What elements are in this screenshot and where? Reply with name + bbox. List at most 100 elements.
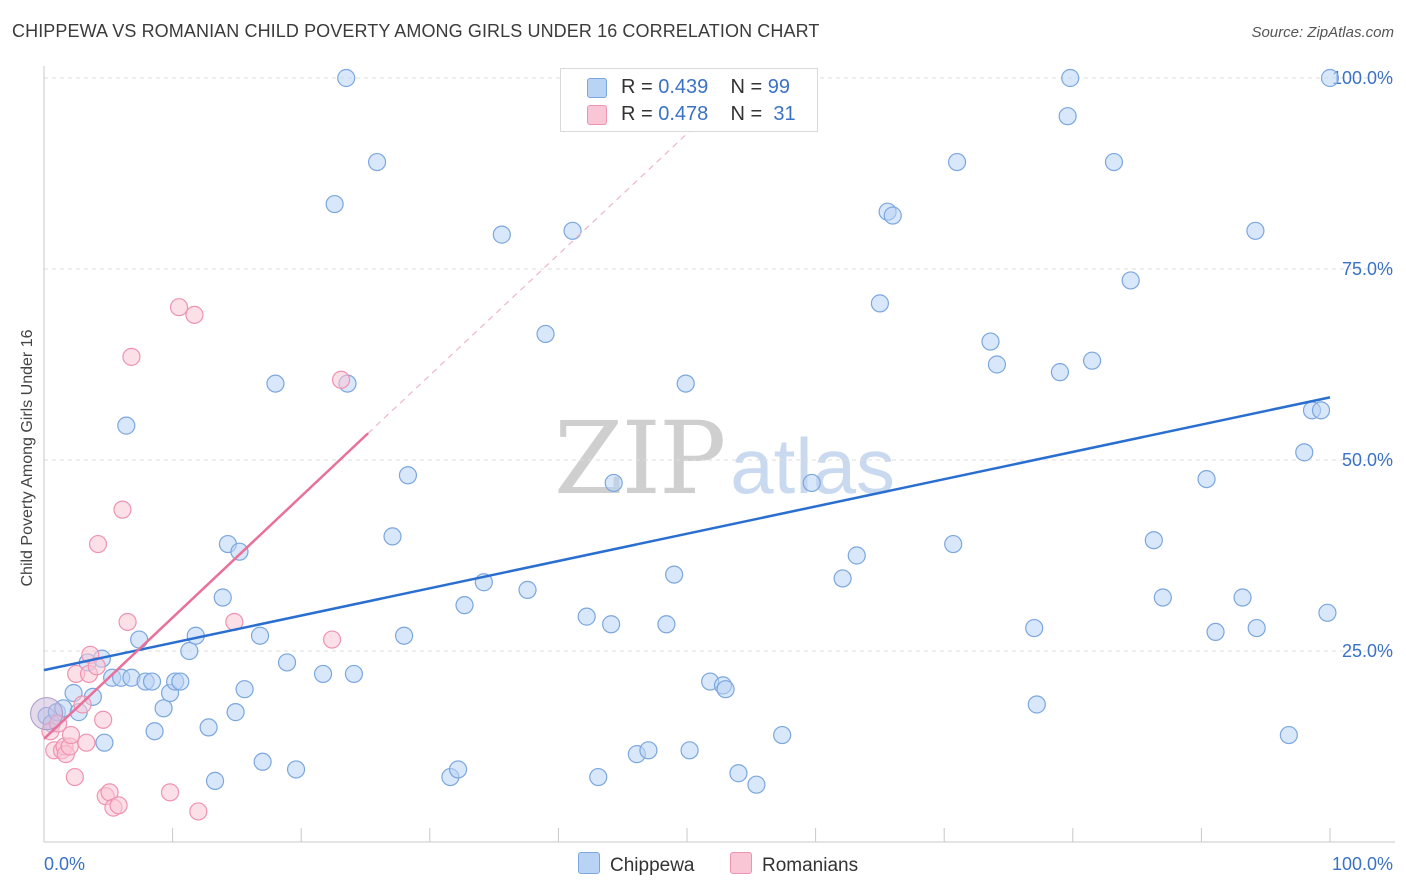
romanians-trend-extension	[367, 127, 694, 434]
chippewa-point-70	[833, 569, 852, 588]
chippewa-point-47	[455, 596, 474, 615]
legend-swatch-romanians	[587, 105, 607, 125]
bottom-legend-chippewa: Chippewa	[578, 852, 695, 877]
chippewa-point-25	[205, 771, 225, 790]
y-tick-label-25: 25.0%	[1342, 641, 1393, 661]
romanians-point-23	[122, 347, 141, 366]
romanians-point-29	[322, 630, 342, 649]
chippewa-point-85	[1104, 152, 1124, 172]
chippewa-point-46	[448, 760, 468, 779]
romanians-point-7	[61, 725, 81, 745]
chippewa-point-55	[602, 615, 621, 634]
chippewa-point-38	[337, 68, 356, 88]
chippewa-point-31	[250, 626, 270, 645]
chippewa-point-59	[657, 615, 676, 634]
chippewa-point-42	[383, 527, 402, 546]
chippewa-point-74	[883, 206, 902, 225]
chippewa-point-92	[1246, 221, 1265, 240]
legend-n-label: N =	[730, 76, 768, 98]
y-axis-label: Child Poverty Among Girls Under 16	[19, 329, 36, 587]
chippewa-point-78	[987, 355, 1007, 374]
chippewa-point-89	[1197, 470, 1216, 489]
chippewa-point-91	[1233, 588, 1252, 607]
legend-r-value: 0.439	[658, 76, 709, 98]
chippewa-point-51	[536, 324, 555, 344]
chippewa-point-17	[145, 722, 164, 741]
chippewa-point-32	[253, 752, 272, 771]
chippewa-point-79	[1025, 618, 1044, 638]
chippewa-point-41	[367, 152, 387, 172]
chippewa-point-26	[213, 588, 232, 607]
chippewa-point-53	[577, 607, 596, 626]
chippewa-point-83	[1061, 68, 1080, 88]
chippewa-point-14	[130, 630, 149, 649]
chippewa-trend-line	[43, 396, 1331, 672]
correlation-legend: R = 0.439 N = 99 R = 0.478 N = 31	[560, 68, 818, 132]
chippewa-point-72	[870, 294, 890, 313]
chippewa-point-87	[1144, 531, 1163, 550]
chippewa-point-65	[716, 680, 735, 699]
legend-n-label: N =	[730, 103, 768, 125]
bottom-legend-label-chippewa: Chippewa	[610, 855, 695, 876]
bottom-legend-swatch-chippewa	[578, 852, 600, 874]
chippewa-point-66	[729, 764, 748, 783]
chippewa-point-43	[394, 626, 414, 645]
chippewa-point-21	[171, 672, 190, 691]
bottom-legend-swatch-romanians	[730, 852, 752, 874]
chippewa-point-18	[154, 699, 173, 718]
romanians-point-16	[94, 710, 113, 729]
romanians-point-11	[77, 733, 96, 752]
y-tick-label-100: 100.0%	[1332, 68, 1393, 88]
chippewa-point-62	[680, 741, 699, 760]
chippewa-point-33	[266, 374, 285, 393]
chippewa-point-99	[1320, 68, 1340, 88]
chippewa-point-76	[947, 152, 967, 172]
chippewa-point-82	[1058, 107, 1077, 126]
chippewa-point-80	[1027, 695, 1046, 714]
chippewa-point-93	[1247, 618, 1266, 638]
chippewa-point-44	[398, 466, 418, 485]
chippewa-point-75	[944, 534, 963, 554]
chippewa-point-56	[604, 473, 623, 493]
chippewa-point-40	[344, 664, 364, 684]
chippewa-point-24	[199, 718, 218, 737]
bottom-legend-romanians: Romanians	[730, 852, 858, 877]
x-tick-label-max: 100.0%	[1332, 854, 1393, 874]
legend-r-value: 0.478	[658, 103, 709, 125]
chippewa-point-69	[802, 473, 821, 493]
chippewa-point-30	[235, 680, 254, 699]
romanians-point-25	[169, 298, 189, 317]
chippewa-point-22	[180, 641, 199, 661]
chippewa-point-49	[492, 225, 511, 244]
chippewa-point-95	[1295, 443, 1314, 462]
watermark-zip: ZIP	[554, 400, 726, 517]
chippewa-point-12	[117, 416, 136, 435]
chippewa-point-37	[325, 194, 344, 214]
legend-n-value: 99	[767, 76, 791, 98]
bottom-legend-label-romanians: Romanians	[762, 855, 859, 876]
y-tick-label-50: 50.0%	[1342, 450, 1393, 470]
legend-swatch-chippewa	[587, 78, 607, 98]
chippewa-point-58	[639, 741, 658, 760]
chippewa-point-68	[773, 725, 792, 745]
x-tick-label-min: 0.0%	[44, 854, 85, 874]
chippewa-point-90	[1206, 622, 1225, 642]
legend-r-label: R =	[621, 76, 659, 98]
chippewa-point-52	[563, 221, 582, 240]
chippewa-point-97	[1311, 401, 1331, 420]
chippewa-point-28	[226, 703, 245, 722]
chippewa-point-60	[665, 565, 684, 584]
romanians-point-20	[109, 796, 128, 815]
chippewa-point-71	[847, 546, 866, 565]
romanians-point-21	[113, 500, 132, 519]
chippewa-point-88	[1153, 588, 1172, 607]
romanians-point-30	[331, 370, 351, 389]
romanians-point-22	[118, 612, 137, 632]
chippewa-point-54	[589, 767, 608, 787]
chippewa-point-77	[981, 332, 1000, 351]
chippewa-point-61	[676, 374, 695, 393]
origin-cluster-point	[30, 697, 64, 731]
romanians-point-24	[160, 783, 180, 802]
chippewa-point-84	[1082, 351, 1102, 370]
